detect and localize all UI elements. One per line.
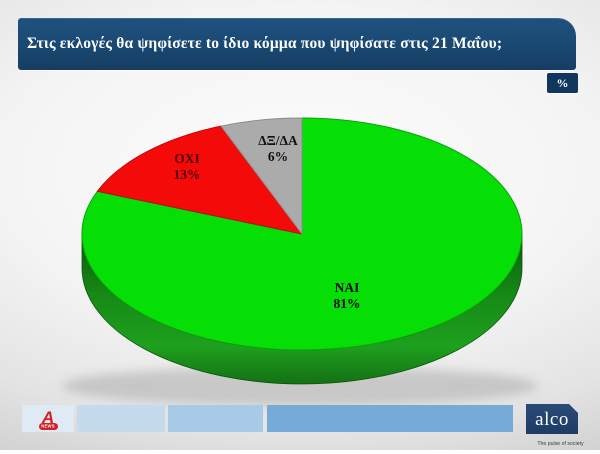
pie-slice-dxda [220,117,303,236]
alco-tagline: The pulse of society [537,441,584,447]
alco-logo-text: alco [535,408,569,430]
footer-bar-segment-4 [267,405,513,432]
alco-logo: alco [526,404,578,434]
label-nai: ΝΑΙ [335,280,360,295]
pie-slice-oxi [96,125,304,235]
label-dxda: ΔΞ/ΔΑ [258,133,298,148]
footer-bar-segment-1: A NEWS [22,405,74,432]
label-nai-pct: 81% [334,296,361,311]
alpha-logo-news-banner: NEWS [38,422,58,430]
label-dxda-pct: 6% [268,149,288,164]
pie-drop-shadow [62,366,538,406]
footer-bar-segment-2 [77,405,165,432]
footer-bar-segment-3 [168,405,263,432]
alpha-news-logo: A NEWS [22,406,74,433]
question-title: Στις εκλογές θα ψηφίσετε to ίδιο κόμμα π… [27,35,503,52]
question-title-bar: Στις εκλογές θα ψηφίσετε to ίδιο κόμμα π… [18,18,576,70]
label-oxi: ΟΧΙ [174,151,200,166]
label-oxi-pct: 13% [174,167,201,182]
percent-unit-badge: % [547,73,578,93]
alpha-logo-letter: A [41,407,55,427]
